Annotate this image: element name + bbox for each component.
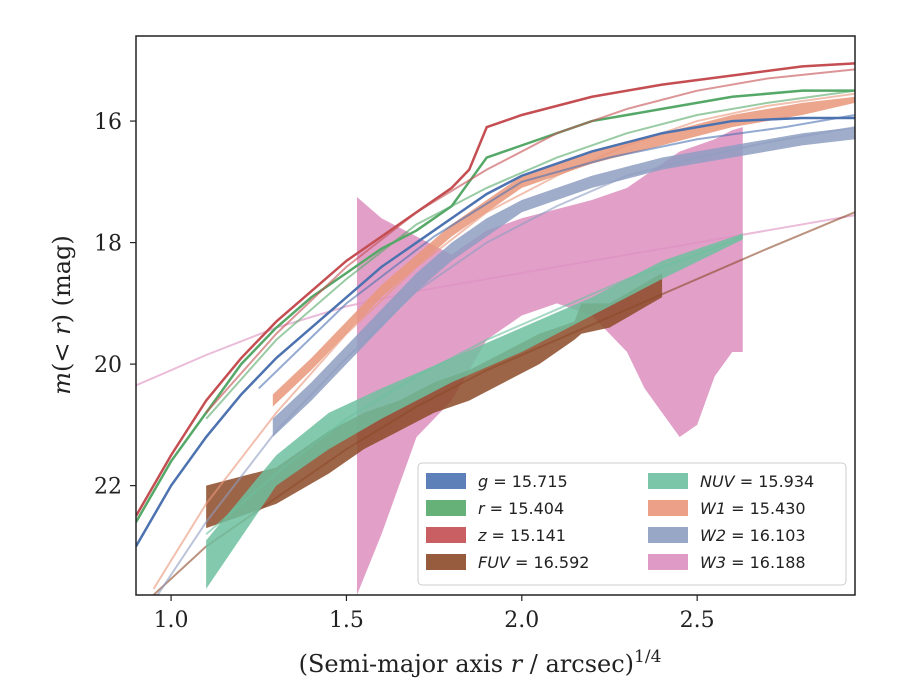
series-r-line bbox=[136, 89, 855, 523]
y-axis: 16 18 20 22 bbox=[94, 110, 136, 500]
legend-label-w2: W2 = 16.103 bbox=[700, 526, 806, 545]
y-tick-label: 18 bbox=[94, 232, 122, 257]
legend-label-z: z = 15.141 bbox=[477, 526, 566, 545]
legend-swatch-w3 bbox=[648, 554, 688, 570]
legend-label-nuv: NUV = 15.934 bbox=[700, 472, 814, 491]
legend-swatch-nuv bbox=[648, 473, 688, 489]
series-z-line bbox=[136, 62, 855, 517]
y-tick-label: 20 bbox=[94, 353, 122, 378]
series-w3-band bbox=[356, 127, 743, 595]
x-tick-label: 1.5 bbox=[329, 608, 364, 633]
legend-swatch-w2 bbox=[648, 527, 688, 543]
plot-area bbox=[136, 62, 855, 595]
x-tick-label: 2.0 bbox=[504, 608, 539, 633]
y-tick-label: 16 bbox=[94, 110, 122, 135]
series-z-model-curve bbox=[205, 68, 855, 414]
legend-swatch-r bbox=[426, 500, 466, 516]
legend-swatch-g bbox=[426, 473, 466, 489]
legend-label-w3: W3 = 16.188 bbox=[700, 553, 806, 572]
legend-label-w1: W1 = 15.430 bbox=[700, 499, 806, 518]
y-axis-label: m(< r) (mag) bbox=[48, 235, 76, 395]
x-axis: 1.0 1.5 2.0 2.5 bbox=[154, 595, 715, 633]
legend-label-g: g = 15.715 bbox=[478, 472, 568, 491]
legend-swatch-w1 bbox=[648, 500, 688, 516]
series-w2-band bbox=[272, 127, 855, 438]
x-tick-label: 1.0 bbox=[154, 608, 189, 633]
legend-label-r: r = 15.404 bbox=[478, 499, 564, 518]
legend-swatch-z bbox=[426, 527, 466, 543]
series-g-line bbox=[136, 116, 855, 548]
legend-label-fuv: FUV = 16.592 bbox=[478, 553, 589, 572]
legend-box bbox=[417, 462, 847, 586]
plot-frame bbox=[135, 35, 856, 596]
x-axis-label: (Semi-major axis r / arcsec)1/4 bbox=[299, 647, 662, 678]
series-g-model-curve bbox=[258, 114, 855, 390]
x-tick-label: 2.5 bbox=[680, 608, 715, 633]
series-r-model-curve bbox=[205, 89, 855, 420]
legend: g = 15.715 r = 15.404 z = 15.141 FUV = 16.5… bbox=[417, 462, 847, 586]
y-tick-label: 22 bbox=[94, 475, 122, 500]
legend-swatch-fuv bbox=[426, 554, 466, 570]
